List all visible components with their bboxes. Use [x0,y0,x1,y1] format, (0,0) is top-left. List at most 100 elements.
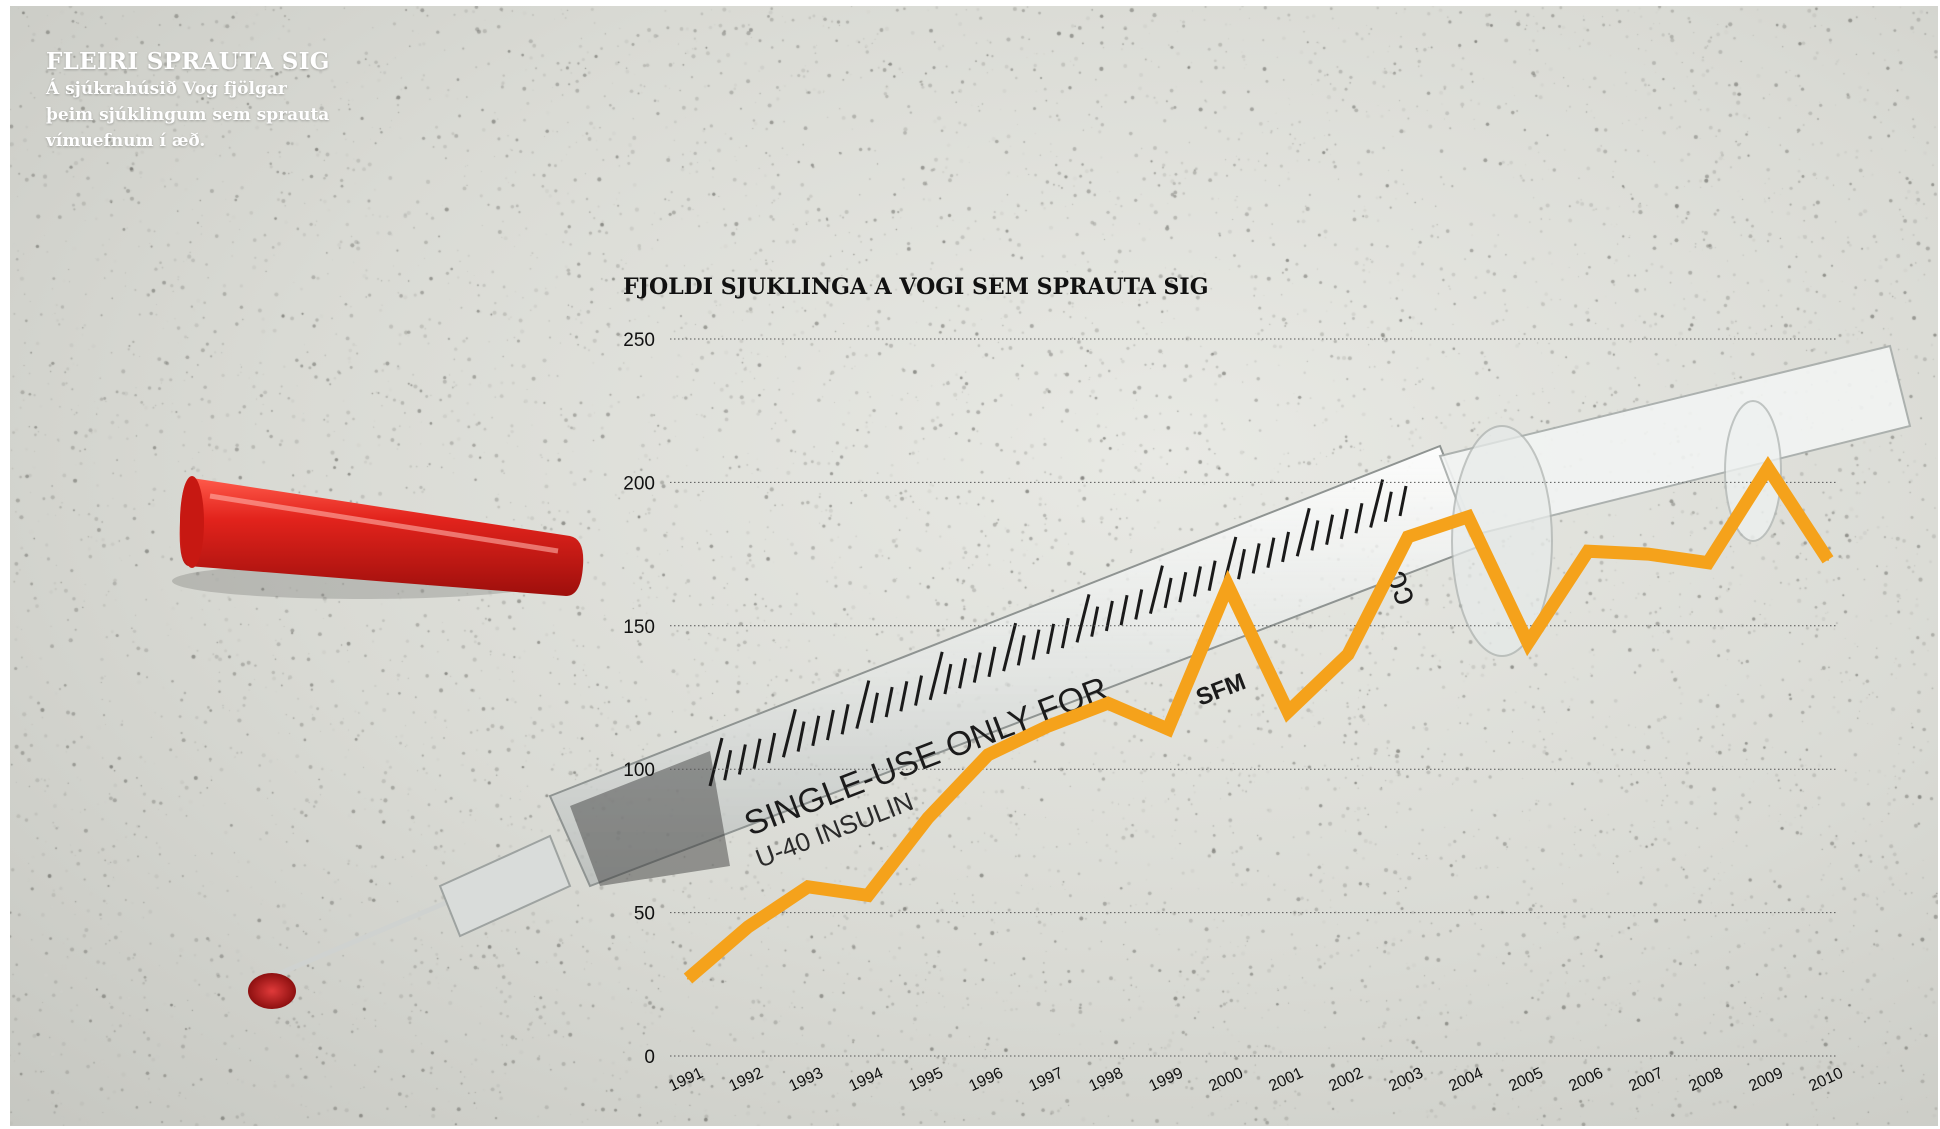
syringe-tick [1016,635,1026,666]
syringe-tick [1046,623,1056,655]
data-point [1707,561,1709,564]
x-tick-label: 2010 [1806,1065,1846,1095]
syringe-tick [928,651,944,701]
x-tick-label: 1999 [1146,1065,1186,1095]
syringe-tick [870,692,879,724]
line-chart: 0 50 100 150 200 250 1991 1992 1993 1994 1995 1996 1… [623,330,1846,1095]
data-point [1647,553,1649,556]
data-point [1167,728,1169,731]
x-tick-label: 2008 [1686,1065,1726,1095]
y-tick-label: 250 [623,330,655,351]
subline: Á sjúkrahúsið Vog fjölgar þeim sjúklingu… [46,79,330,151]
data-point [1107,702,1109,705]
syringe-tick [723,749,733,781]
series-line [683,456,1834,984]
chart-title: FJOLDI SJUKLINGA A VOGI SEM SPRAUTA SIG [623,274,1209,300]
syringe-tick [958,658,968,689]
syringe-tick [943,663,953,695]
x-tick-label: 1992 [726,1065,766,1095]
syringe-tick [1207,560,1217,591]
y-tick-label: 0 [644,1047,655,1068]
x-tick-label: 1993 [786,1065,826,1095]
photo-background: SINGLE-USE ONLY FOR U-40 INSULIN SFM cc … [10,6,1938,1126]
syringe-tick [1119,594,1129,626]
x-tick-label: 2002 [1326,1065,1366,1095]
x-tick-label: 2001 [1266,1065,1306,1095]
y-tick-label: 100 [623,760,655,781]
syringe-body: SINGLE-USE ONLY FOR U-40 INSULIN SFM cc [248,344,1912,1009]
syringe-tick [884,686,894,718]
syringe-tick [1281,531,1291,563]
syringe-tick [752,738,762,770]
syringe-tick [899,681,909,712]
syringe-tick [1325,514,1335,546]
data-point [1827,558,1829,561]
syringe-tick [1237,548,1246,580]
syringe-tick [1031,629,1041,660]
x-tick-label: 1991 [666,1065,706,1095]
x-tick-label: 1998 [1086,1065,1126,1095]
syringe-tick [1383,491,1393,523]
syringe-tick [1192,566,1202,597]
data-point [687,977,689,980]
syringe-cap [172,476,584,599]
syringe-tick [914,675,924,706]
syringe-tick [708,737,724,787]
syringe-tick [737,744,747,775]
syringe-tick [1339,508,1349,540]
syringe-tick [1354,502,1364,534]
syringe-tick [781,708,797,758]
syringe-tick [767,732,777,764]
syringe-tick [1134,589,1144,620]
syringe-tick [796,721,806,752]
syringe-tick [1310,520,1320,551]
syringe-tick [1090,606,1100,637]
syringe-tick [1148,565,1164,615]
data-point [1767,467,1769,470]
blood-drop [248,973,296,1009]
syringe-tick [1178,571,1188,603]
syringe-tick [1369,479,1385,528]
data-point [1407,535,1409,538]
syringe-tick [1266,537,1276,568]
syringe-tick [1075,594,1091,643]
syringe-tick [855,680,871,729]
syringe-tick [840,704,850,735]
y-tick-label: 200 [623,473,655,494]
syringe-tick [1163,577,1173,609]
syringe-tick [811,715,821,747]
x-tick-label: 2004 [1446,1065,1486,1095]
x-tick-label: 2000 [1206,1065,1246,1095]
x-tick-label: 2007 [1626,1065,1666,1095]
syringe-tick [825,709,835,741]
y-tick-label: 50 [634,904,655,925]
data-point [1587,550,1589,553]
data-point [1227,584,1229,587]
data-point [927,816,929,819]
x-tick-label: 1996 [966,1065,1006,1095]
data-point [987,753,989,756]
x-tick-label: 1995 [906,1065,946,1095]
x-tick-label: 1997 [1026,1065,1066,1095]
data-point [1527,642,1529,645]
data-point [1287,710,1289,713]
syringe-tick [987,646,997,678]
headline: FLEIRI SPRAUTA SIG [46,48,330,75]
syringe-tick [1295,507,1311,557]
data-point [747,925,749,928]
x-tick-label: 2009 [1746,1065,1786,1095]
syringe-tick [1002,622,1018,672]
data-point [1347,653,1349,656]
x-tick-label: 1994 [846,1065,886,1095]
data-point [807,885,809,888]
y-tick-label: 150 [623,617,655,638]
x-tick-label: 2005 [1506,1065,1546,1095]
data-point [1467,515,1469,518]
syringe-tick [1398,485,1408,517]
syringe-tick [1060,617,1070,649]
data-point [867,894,869,897]
x-tick-label: 2006 [1566,1065,1606,1095]
syringe-tick [1251,543,1261,574]
x-tick-label: 2003 [1386,1065,1426,1095]
data-point [1047,725,1049,728]
